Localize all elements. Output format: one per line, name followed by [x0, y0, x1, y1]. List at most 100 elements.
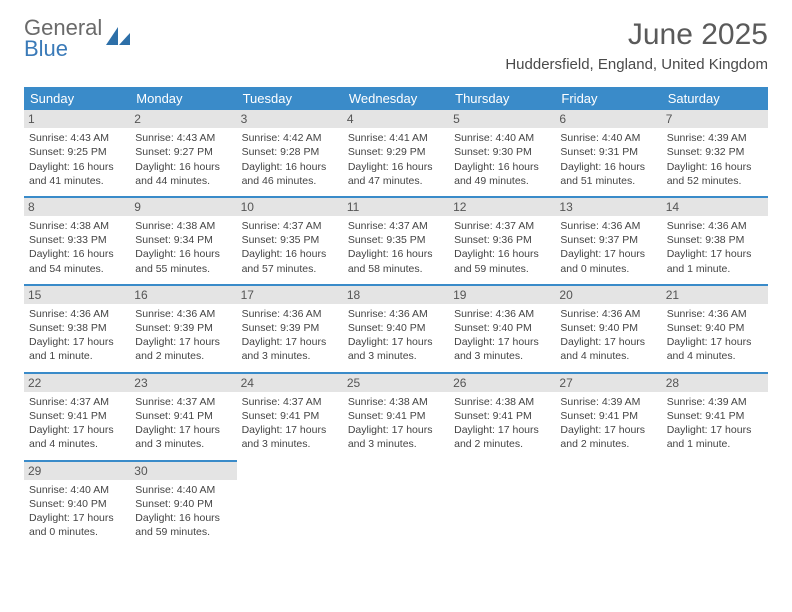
day-detail: Daylight: 17 hours: [667, 247, 763, 261]
day-detail: Sunset: 9:41 PM: [560, 409, 656, 423]
day-detail: Sunrise: 4:36 AM: [667, 307, 763, 321]
day-detail: and 46 minutes.: [242, 174, 338, 188]
day-detail: and 3 minutes.: [454, 349, 550, 363]
day-number: 2: [130, 110, 236, 128]
day-number: 9: [130, 198, 236, 216]
day-detail: Sunrise: 4:37 AM: [348, 219, 444, 233]
day-detail: Sunset: 9:25 PM: [29, 145, 125, 159]
calendar-day: 10Sunrise: 4:37 AMSunset: 9:35 PMDayligh…: [237, 197, 343, 285]
day-number: 4: [343, 110, 449, 128]
day-detail: and 1 minute.: [667, 262, 763, 276]
day-detail: Sunset: 9:40 PM: [560, 321, 656, 335]
day-header: Thursday: [449, 87, 555, 110]
calendar-body: 1Sunrise: 4:43 AMSunset: 9:25 PMDaylight…: [24, 110, 768, 547]
logo-line2: Blue: [24, 36, 68, 61]
calendar-week: 15Sunrise: 4:36 AMSunset: 9:38 PMDayligh…: [24, 285, 768, 373]
day-detail: Daylight: 17 hours: [667, 335, 763, 349]
calendar-head: SundayMondayTuesdayWednesdayThursdayFrid…: [24, 87, 768, 110]
calendar-empty: [662, 461, 768, 548]
day-number: 18: [343, 286, 449, 304]
calendar-day: 21Sunrise: 4:36 AMSunset: 9:40 PMDayligh…: [662, 285, 768, 373]
day-number: 6: [555, 110, 661, 128]
day-detail: Sunrise: 4:36 AM: [560, 307, 656, 321]
calendar-day: 3Sunrise: 4:42 AMSunset: 9:28 PMDaylight…: [237, 110, 343, 197]
day-number: 30: [130, 462, 236, 480]
day-detail: Sunrise: 4:37 AM: [242, 395, 338, 409]
day-header: Wednesday: [343, 87, 449, 110]
calendar-week: 22Sunrise: 4:37 AMSunset: 9:41 PMDayligh…: [24, 373, 768, 461]
day-number: 23: [130, 374, 236, 392]
day-header: Sunday: [24, 87, 130, 110]
day-number: 22: [24, 374, 130, 392]
day-header: Tuesday: [237, 87, 343, 110]
calendar-day: 24Sunrise: 4:37 AMSunset: 9:41 PMDayligh…: [237, 373, 343, 461]
day-number: 29: [24, 462, 130, 480]
day-detail: Sunset: 9:40 PM: [348, 321, 444, 335]
day-detail: Sunrise: 4:38 AM: [135, 219, 231, 233]
logo-text: General Blue: [24, 18, 102, 60]
day-detail: and 3 minutes.: [348, 349, 444, 363]
day-detail: Sunset: 9:38 PM: [667, 233, 763, 247]
day-detail: Daylight: 16 hours: [242, 160, 338, 174]
day-of-week-row: SundayMondayTuesdayWednesdayThursdayFrid…: [24, 87, 768, 110]
day-detail: Sunrise: 4:37 AM: [242, 219, 338, 233]
day-detail: Sunset: 9:34 PM: [135, 233, 231, 247]
calendar-week: 8Sunrise: 4:38 AMSunset: 9:33 PMDaylight…: [24, 197, 768, 285]
day-detail: Sunset: 9:31 PM: [560, 145, 656, 159]
day-number: 13: [555, 198, 661, 216]
day-number: 24: [237, 374, 343, 392]
day-detail: Daylight: 17 hours: [454, 423, 550, 437]
day-detail: Daylight: 17 hours: [29, 423, 125, 437]
day-detail: Sunset: 9:30 PM: [454, 145, 550, 159]
calendar-day: 11Sunrise: 4:37 AMSunset: 9:35 PMDayligh…: [343, 197, 449, 285]
day-detail: Sunset: 9:41 PM: [454, 409, 550, 423]
day-detail: and 54 minutes.: [29, 262, 125, 276]
day-detail: and 3 minutes.: [135, 437, 231, 451]
day-detail: Sunset: 9:27 PM: [135, 145, 231, 159]
day-detail: Sunset: 9:41 PM: [29, 409, 125, 423]
calendar-table: SundayMondayTuesdayWednesdayThursdayFrid…: [24, 87, 768, 547]
calendar-day: 28Sunrise: 4:39 AMSunset: 9:41 PMDayligh…: [662, 373, 768, 461]
day-detail: and 2 minutes.: [454, 437, 550, 451]
calendar-empty: [449, 461, 555, 548]
day-number: 15: [24, 286, 130, 304]
day-detail: and 3 minutes.: [242, 349, 338, 363]
calendar-day: 13Sunrise: 4:36 AMSunset: 9:37 PMDayligh…: [555, 197, 661, 285]
calendar-day: 8Sunrise: 4:38 AMSunset: 9:33 PMDaylight…: [24, 197, 130, 285]
day-detail: Sunset: 9:39 PM: [135, 321, 231, 335]
day-detail: Sunset: 9:29 PM: [348, 145, 444, 159]
day-number: 19: [449, 286, 555, 304]
day-number: 20: [555, 286, 661, 304]
calendar-day: 15Sunrise: 4:36 AMSunset: 9:38 PMDayligh…: [24, 285, 130, 373]
day-detail: Daylight: 16 hours: [348, 247, 444, 261]
day-detail: and 52 minutes.: [667, 174, 763, 188]
day-number: 8: [24, 198, 130, 216]
day-detail: Sunrise: 4:36 AM: [560, 219, 656, 233]
day-detail: and 2 minutes.: [560, 437, 656, 451]
day-header: Friday: [555, 87, 661, 110]
day-detail: Sunset: 9:38 PM: [29, 321, 125, 335]
calendar-day: 26Sunrise: 4:38 AMSunset: 9:41 PMDayligh…: [449, 373, 555, 461]
day-number: 25: [343, 374, 449, 392]
calendar-empty: [555, 461, 661, 548]
day-detail: Sunrise: 4:36 AM: [29, 307, 125, 321]
logo-sail-icon: [106, 27, 130, 45]
day-detail: Sunrise: 4:40 AM: [135, 483, 231, 497]
day-detail: Sunrise: 4:41 AM: [348, 131, 444, 145]
day-detail: and 4 minutes.: [560, 349, 656, 363]
calendar-day: 9Sunrise: 4:38 AMSunset: 9:34 PMDaylight…: [130, 197, 236, 285]
day-detail: and 1 minute.: [29, 349, 125, 363]
calendar-day: 25Sunrise: 4:38 AMSunset: 9:41 PMDayligh…: [343, 373, 449, 461]
day-detail: and 59 minutes.: [454, 262, 550, 276]
day-number: 12: [449, 198, 555, 216]
day-detail: and 51 minutes.: [560, 174, 656, 188]
calendar-day: 27Sunrise: 4:39 AMSunset: 9:41 PMDayligh…: [555, 373, 661, 461]
day-detail: Daylight: 17 hours: [454, 335, 550, 349]
day-detail: Daylight: 17 hours: [135, 335, 231, 349]
day-detail: Sunset: 9:40 PM: [29, 497, 125, 511]
day-detail: and 57 minutes.: [242, 262, 338, 276]
calendar-empty: [237, 461, 343, 548]
day-detail: Sunset: 9:37 PM: [560, 233, 656, 247]
calendar-day: 18Sunrise: 4:36 AMSunset: 9:40 PMDayligh…: [343, 285, 449, 373]
day-detail: Sunset: 9:41 PM: [667, 409, 763, 423]
